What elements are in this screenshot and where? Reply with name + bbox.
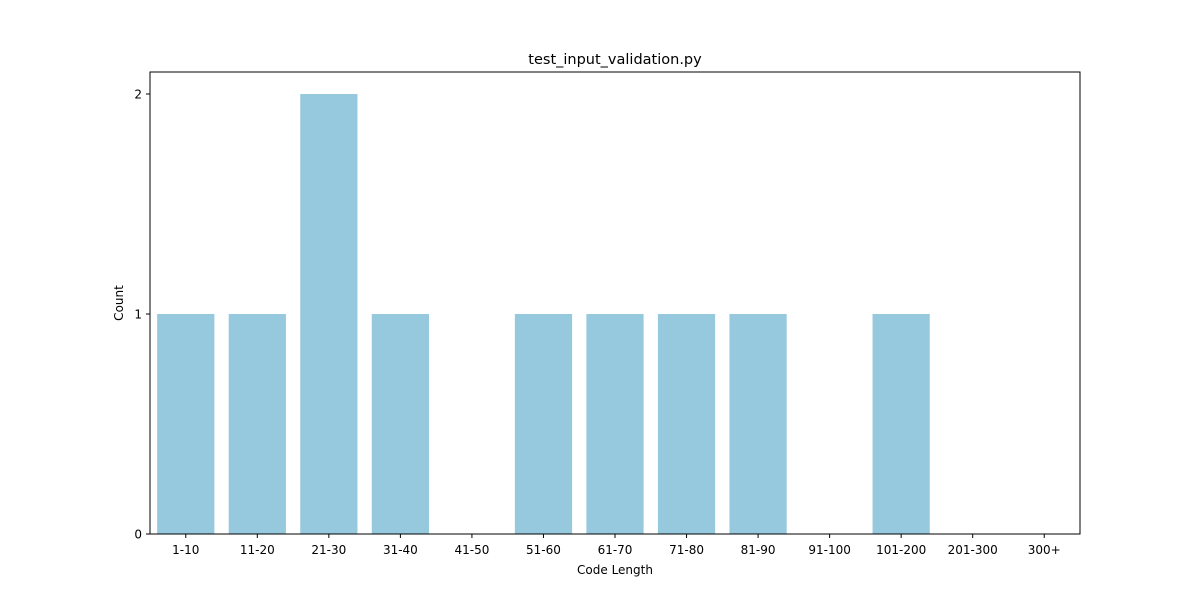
x-tick-label: 11-20 bbox=[240, 543, 275, 557]
x-tick-label: 31-40 bbox=[383, 543, 418, 557]
x-tick-label: 91-100 bbox=[808, 543, 851, 557]
y-tick-label: 2 bbox=[134, 88, 142, 102]
x-tick-label: 61-70 bbox=[598, 543, 633, 557]
x-tick-label: 300+ bbox=[1028, 543, 1061, 557]
x-tick-label: 101-200 bbox=[876, 543, 926, 557]
bar-21-30 bbox=[300, 94, 358, 534]
bars-group bbox=[157, 94, 930, 534]
bar-31-40 bbox=[371, 314, 429, 534]
chart-title: test_input_validation.py bbox=[528, 52, 702, 68]
x-axis: 1-10 11-20 21-30 31-40 41-50 51-60 61-70 71-80 8… bbox=[172, 534, 1061, 557]
bar-81-90 bbox=[729, 314, 787, 534]
y-tick-label: 1 bbox=[134, 308, 142, 322]
x-tick-label: 81-90 bbox=[741, 543, 776, 557]
x-tick-label: 1-10 bbox=[172, 543, 199, 557]
x-tick-label: 41-50 bbox=[454, 543, 489, 557]
bar-51-60 bbox=[514, 314, 573, 534]
x-tick-label: 71-80 bbox=[669, 543, 704, 557]
x-tick-label: 21-30 bbox=[311, 543, 346, 557]
y-axis: 0 1 2 bbox=[134, 88, 150, 542]
bar-71-80 bbox=[657, 314, 716, 534]
y-tick-label: 0 bbox=[134, 528, 142, 542]
bar-61-70 bbox=[586, 314, 644, 534]
bar-1-10 bbox=[157, 314, 215, 534]
bar-101-200 bbox=[872, 314, 930, 534]
x-axis-label: Code Length bbox=[577, 563, 653, 577]
y-axis-label: Count bbox=[112, 285, 126, 321]
bar-11-20 bbox=[228, 314, 286, 534]
x-tick-label: 51-60 bbox=[526, 543, 561, 557]
x-tick-label: 201-300 bbox=[948, 543, 998, 557]
